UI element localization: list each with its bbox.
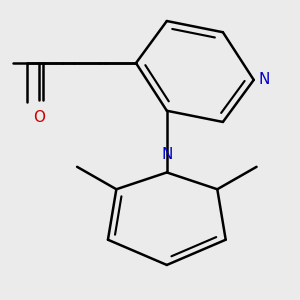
Text: O: O bbox=[33, 110, 45, 124]
Text: N: N bbox=[258, 72, 270, 87]
Text: N: N bbox=[161, 147, 172, 162]
